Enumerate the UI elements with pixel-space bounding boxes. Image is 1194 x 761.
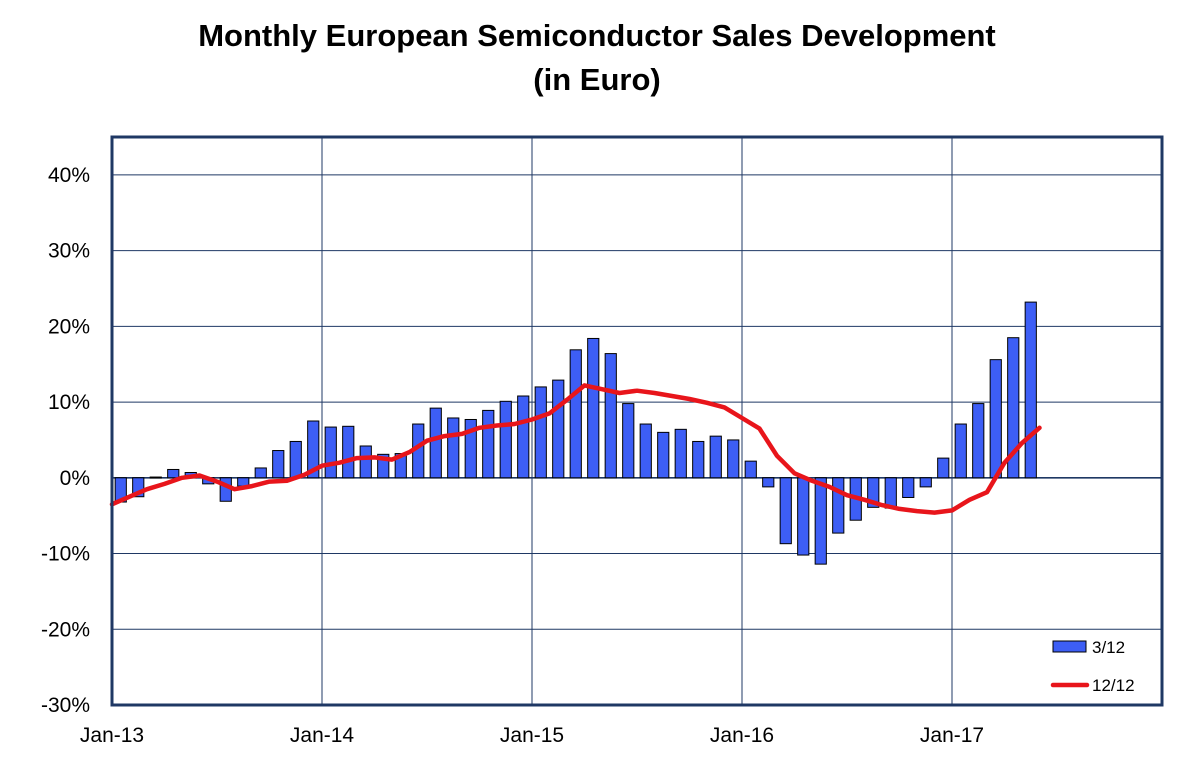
bar [709,435,722,479]
y-tick-label: 0% [60,467,90,490]
legend-label-line: 12/12 [1092,676,1135,695]
bar [832,477,845,534]
legend-label-bar: 3/12 [1092,638,1125,657]
bar [447,417,460,479]
chart-title: Monthly European Semiconductor Sales Dev… [0,14,1194,102]
bar [919,477,932,488]
x-tick-label: Jan-13 [80,724,144,747]
bar [482,409,495,479]
plot-border [110,135,1164,707]
bar [692,440,705,479]
bar [867,477,880,508]
bar [937,457,950,479]
x-tick-label: Jan-16 [710,724,774,747]
bar [517,395,530,479]
bar [167,468,180,479]
x-tick-label: Jan-15 [500,724,564,747]
y-tick-label: 40% [48,164,90,187]
bar [149,476,162,479]
bar [797,477,810,556]
grid-lines [111,137,1162,706]
x-axis-ticks: Jan-13 Jan-14 Jan-15 Jan-16 Jan-17 [80,724,984,747]
legend: 3/12 12/12 [1050,638,1135,695]
chart-title-line1: Monthly European Semiconductor Sales Dev… [198,18,996,53]
bar [289,440,302,479]
bar [552,379,565,479]
bar [674,428,687,479]
bar [639,423,652,479]
bar [604,353,617,479]
bar [342,425,355,479]
bar [657,431,670,479]
plot-frame [110,135,1164,707]
bar [954,423,967,479]
legend-swatch-bar [1052,640,1087,653]
bar-series [114,301,1037,565]
bar [429,407,442,479]
y-axis-ticks: 40% 30% 20% 10% 0% -10% -20% -30% [41,164,90,717]
bar [464,418,477,479]
chart-title-line2: (in Euro) [533,62,661,97]
bar [1007,337,1020,479]
y-tick-label: -10% [41,543,90,566]
bar [622,403,635,479]
y-tick-label: -20% [41,618,90,641]
bar [744,460,757,479]
bar [272,450,285,479]
bar [884,477,897,509]
bar [902,477,915,498]
y-tick-label: -30% [41,694,90,717]
bar [569,349,582,479]
x-tick-label: Jan-17 [920,724,984,747]
y-tick-label: 20% [48,315,90,338]
bar [727,439,740,479]
y-tick-label: 30% [48,240,90,263]
bar [814,477,827,565]
bar [989,359,1002,479]
bar [324,426,337,479]
bar [132,477,145,498]
bar [307,420,320,479]
line-series [109,383,1042,515]
bar [377,453,390,479]
bar [779,477,792,545]
bar [534,386,547,479]
bar [359,445,372,479]
bar [972,403,985,479]
bar [762,477,775,488]
series-line-12-12 [109,383,1042,515]
bar [587,337,600,479]
x-tick-label: Jan-14 [290,724,355,747]
y-tick-label: 10% [48,391,90,414]
bar [499,400,512,479]
bar [254,467,267,479]
bar [1024,301,1037,479]
